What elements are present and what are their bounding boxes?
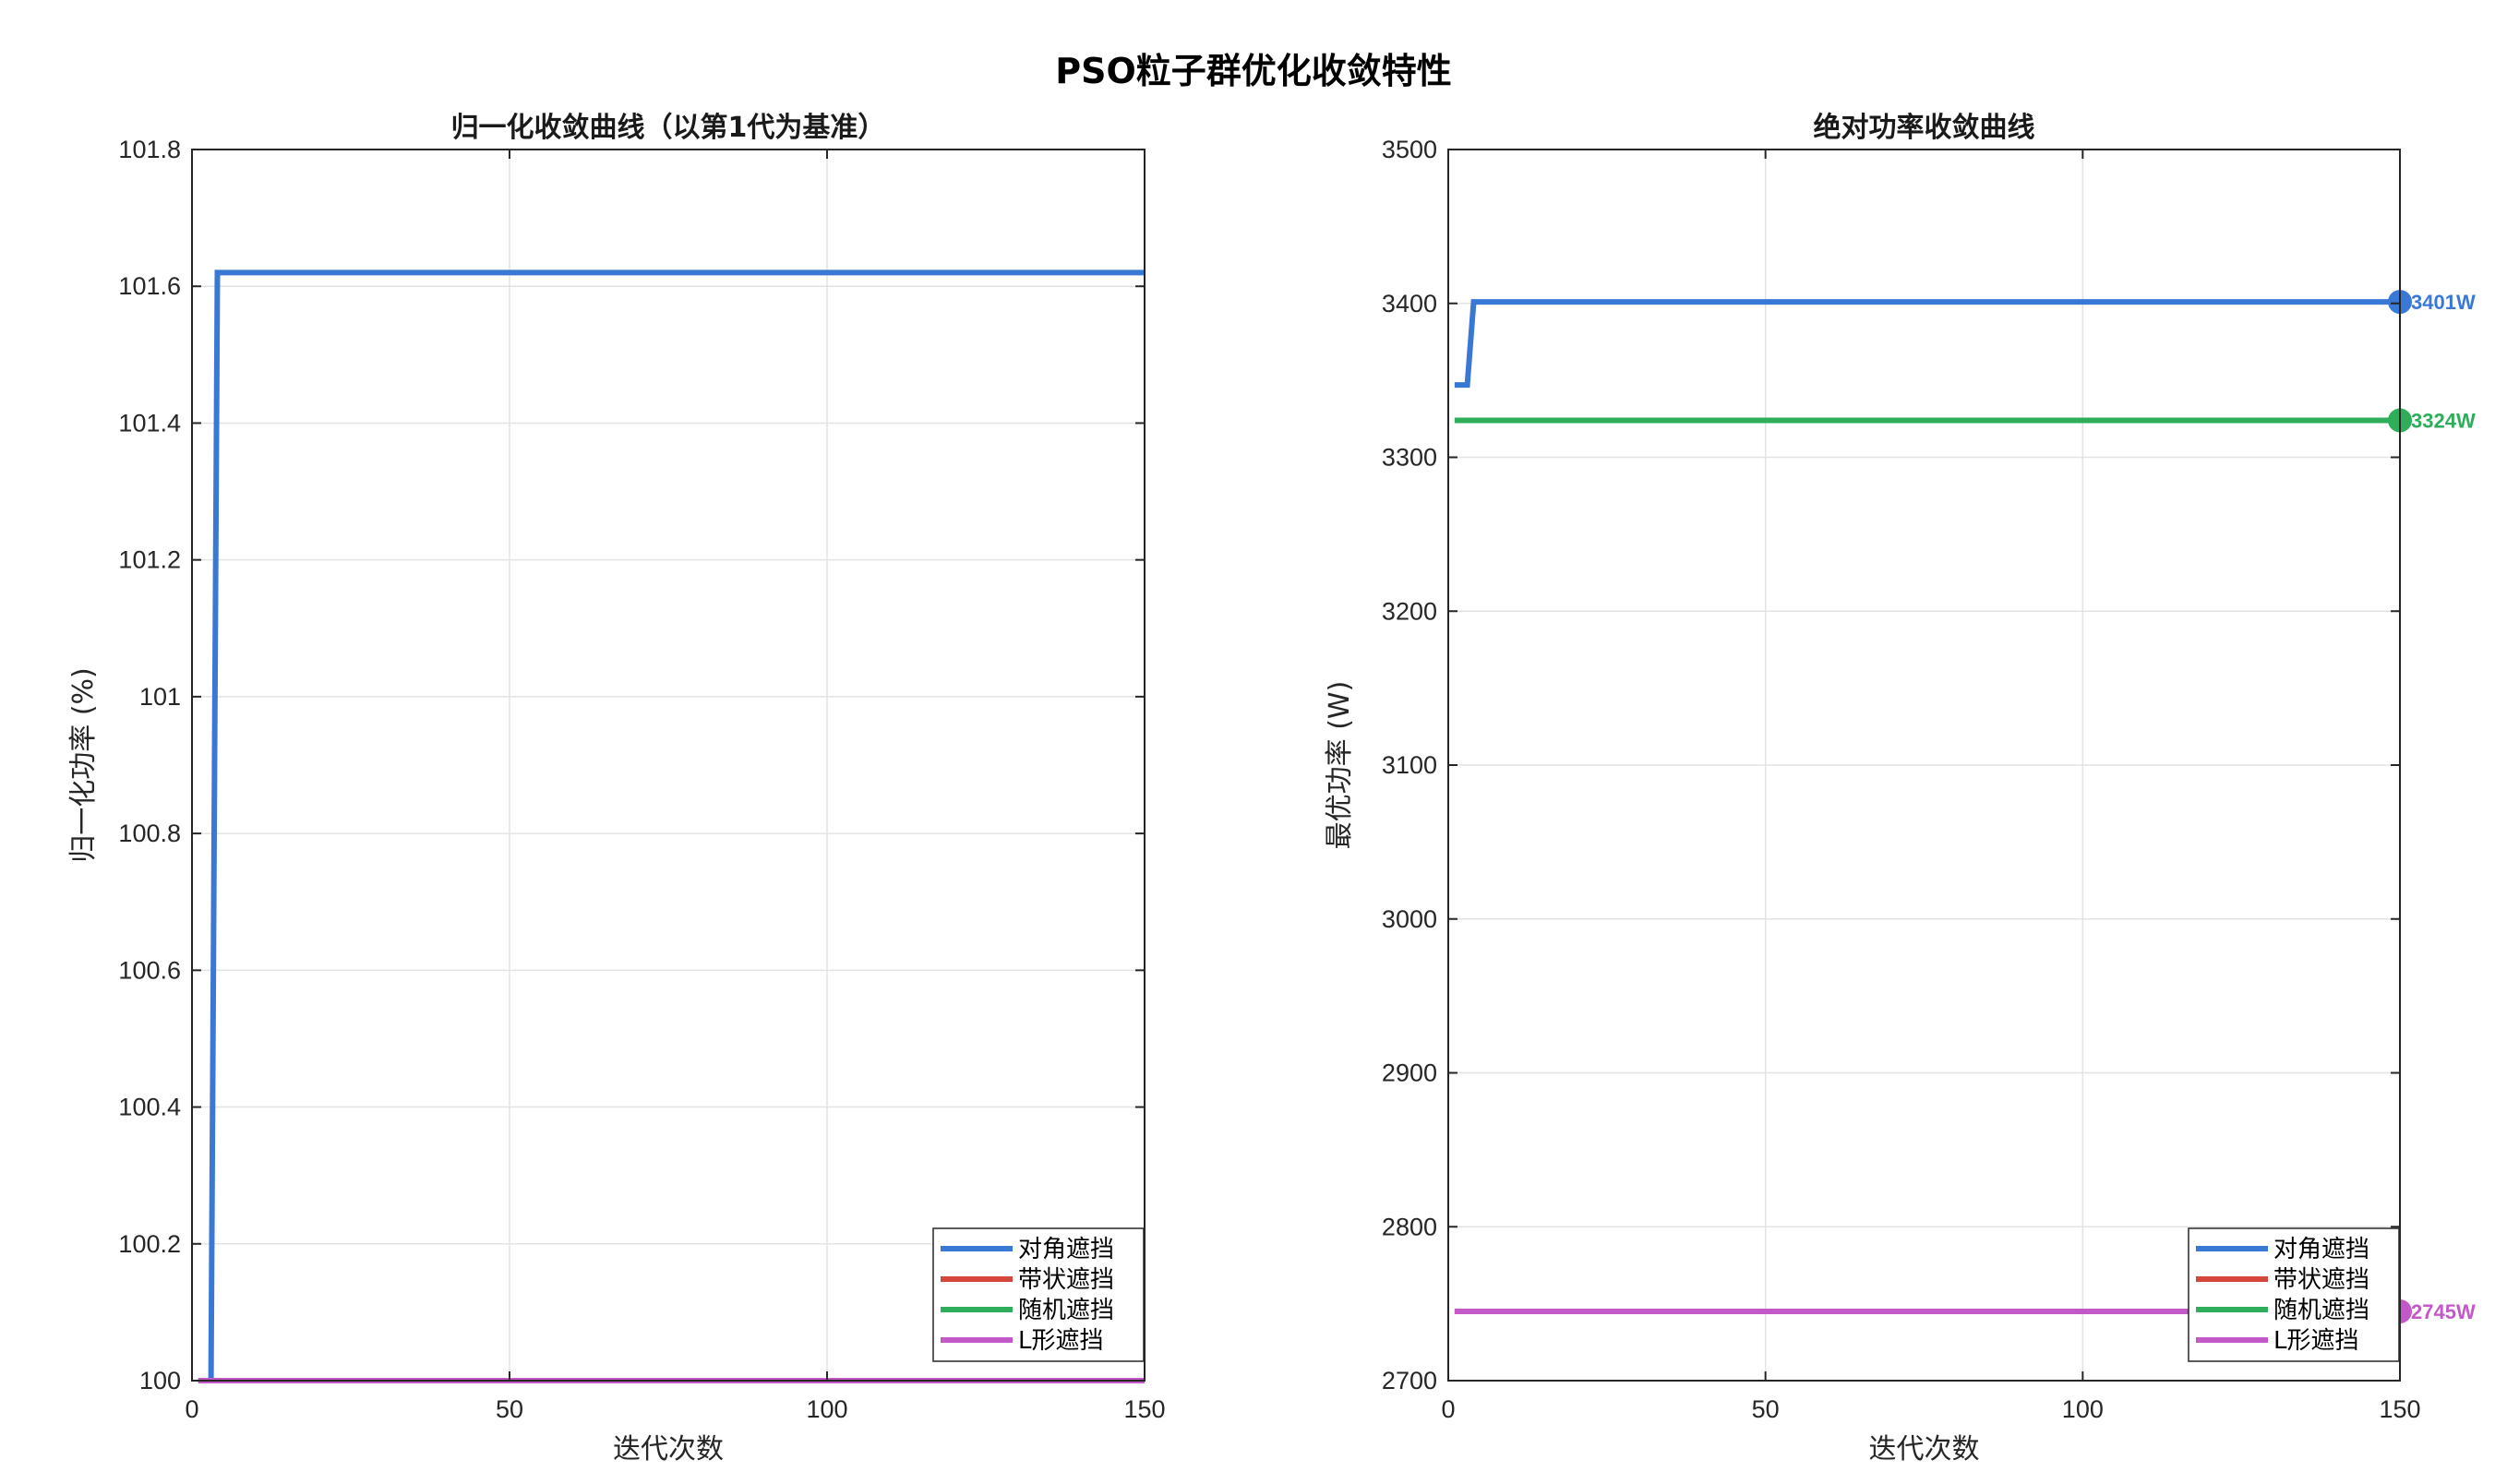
x-tick-label: 150 [2379, 1395, 2420, 1423]
series-lines [1454, 299, 2400, 1314]
normalized-convergence-chart: 0 50 100 150 100 100.2 100.4 100.6 100.8 101 101.2… [67, 112, 1166, 1466]
y-axis-label: 归一化功率 (%) [67, 667, 100, 862]
legend-entry-1: 带状遮挡 [1018, 1266, 1114, 1294]
y-tick-label: 3100 [1382, 751, 1437, 779]
legend-entry-0: 对角遮挡 [1018, 1236, 1114, 1263]
x-axis-label: 迭代次数 [1869, 1433, 1980, 1466]
x-tick-label: 100 [806, 1395, 847, 1423]
x-tick-label: 0 [185, 1395, 198, 1423]
y-tick-label: 101.6 [118, 272, 181, 300]
y-tick-label: 101.8 [118, 136, 181, 163]
x-tick-label: 150 [1123, 1395, 1165, 1423]
legend-entry-2: 随机遮挡 [2273, 1297, 2369, 1324]
y-tick-label: 100.6 [118, 956, 181, 984]
axis-title: 归一化收敛曲线（以第1代为基准） [451, 112, 886, 144]
y-tick-label: 3000 [1382, 905, 1437, 933]
legend-entry-3: L形遮挡 [1018, 1327, 1104, 1355]
x-axis-label: 迭代次数 [613, 1433, 724, 1466]
y-tick-label: 100.4 [118, 1094, 181, 1121]
y-tick-label: 101.4 [118, 409, 181, 437]
y-tick-label: 3200 [1382, 597, 1437, 625]
y-axis-label: 最优功率 (W) [1324, 681, 1356, 850]
y-tick-label: 2900 [1382, 1059, 1437, 1087]
y-tick-label: 101 [139, 683, 181, 711]
legend-entry-3: L形遮挡 [2273, 1327, 2359, 1355]
end-label-2: 3324W [2411, 409, 2476, 432]
series-line-0 [1454, 299, 2400, 389]
axes-box [191, 149, 1146, 1382]
x-tick-label: 100 [2062, 1395, 2104, 1423]
y-tick-label: 3400 [1382, 290, 1437, 317]
legend-entry-2: 随机遮挡 [1018, 1297, 1114, 1324]
y-tick-label: 100.8 [118, 820, 181, 847]
plot-area [192, 150, 1145, 1381]
end-label-0: 3401W [2411, 291, 2476, 314]
y-tick-label: 3500 [1382, 136, 1437, 163]
x-tick-label: 50 [496, 1395, 523, 1423]
legend-entry-0: 对角遮挡 [2273, 1236, 2369, 1263]
figure-title: PSO粒子群优化收敛特性 [1055, 51, 1452, 91]
y-tick-label: 101.2 [118, 546, 181, 574]
end-label-3: 2745W [2411, 1300, 2476, 1323]
y-tick-label: 100.2 [118, 1230, 181, 1258]
axis-title: 绝对功率收敛曲线 [1814, 112, 2035, 144]
y-tick-label: 2700 [1382, 1367, 1437, 1394]
y-tick-label: 100 [139, 1367, 181, 1394]
x-tick-label: 0 [1441, 1395, 1455, 1423]
y-tick-label: 2800 [1382, 1213, 1437, 1240]
y-tick-label: 3300 [1382, 444, 1437, 472]
absolute-power-convergence-chart: 3401W 3324W 2745W 0 50 100 150 2700 2800 2900 3000… [1324, 112, 2476, 1466]
x-tick-label: 50 [1752, 1395, 1780, 1423]
legend-entry-1: 带状遮挡 [2273, 1266, 2369, 1294]
